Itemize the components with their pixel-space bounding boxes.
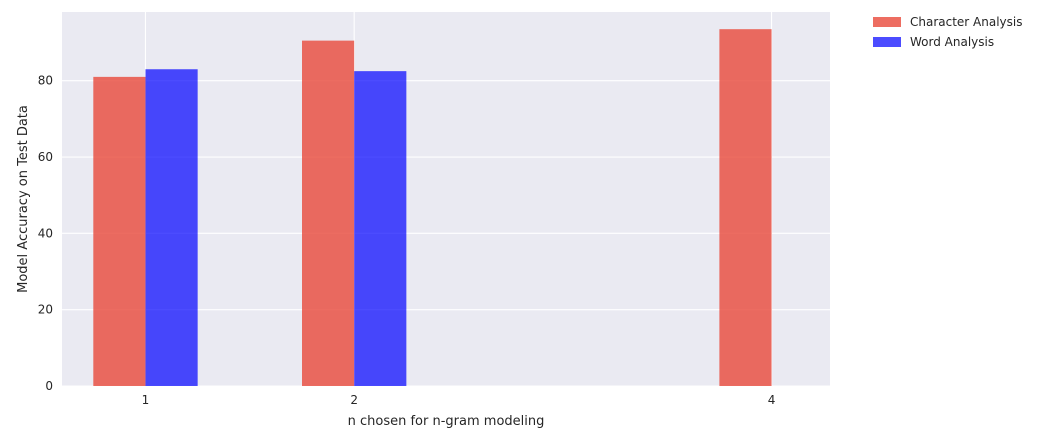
legend-label-word: Word Analysis (910, 35, 995, 49)
y-tick-label: 40 (38, 226, 53, 240)
legend-label-character: Character Analysis (910, 15, 1023, 29)
legend-swatch-character (873, 17, 901, 27)
bar-character-n1 (93, 76, 146, 386)
x-tick-label: 4 (768, 393, 776, 407)
legend-item-word: Word Analysis (873, 32, 1023, 52)
bars (93, 29, 772, 387)
bar-character-n2 (302, 40, 355, 387)
y-tick-label: 20 (38, 303, 53, 317)
x-tick-labels: 1 2 4 (142, 393, 776, 407)
legend-item-character: Character Analysis (873, 12, 1023, 32)
bar-word-n1 (145, 69, 198, 386)
y-tick-labels: 0 20 40 60 80 (38, 74, 53, 393)
legend: Character Analysis Word Analysis (873, 12, 1023, 52)
x-tick-label: 2 (350, 393, 358, 407)
y-tick-label: 0 (45, 379, 53, 393)
legend-swatch-word (873, 37, 901, 47)
y-axis-label: Model Accuracy on Test Data (16, 105, 31, 293)
x-tick-label: 1 (142, 393, 150, 407)
bar-character-n4 (719, 29, 772, 387)
x-axis-label: n chosen for n-gram modeling (348, 414, 545, 429)
y-tick-label: 80 (38, 74, 53, 88)
y-tick-label: 60 (38, 150, 53, 164)
bar-word-n2 (354, 71, 407, 386)
